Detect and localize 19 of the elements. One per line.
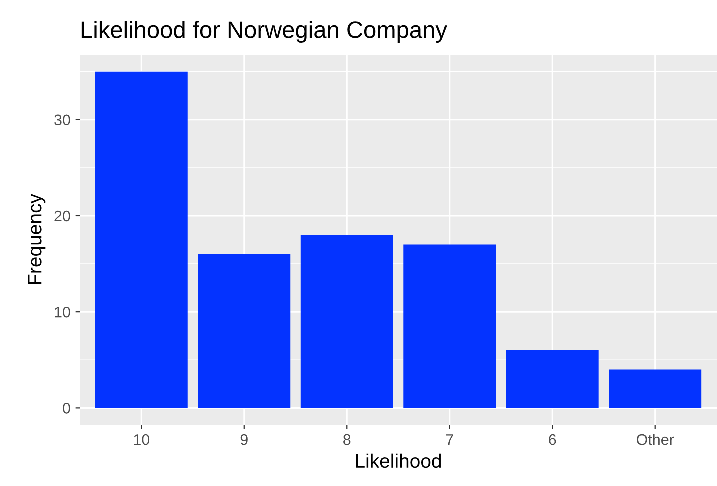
x-tick-label: 10 xyxy=(134,434,150,446)
x-axis-title: Likelihood xyxy=(356,454,442,468)
y-tick-label: 10 xyxy=(55,306,70,318)
x-tick-label: 9 xyxy=(240,434,248,446)
bar xyxy=(300,235,394,408)
chart-title: Likelihood for Norwegian Company xyxy=(82,20,448,44)
bar xyxy=(198,254,291,408)
x-tick-label: Other xyxy=(636,434,674,446)
y-tick-label: 20 xyxy=(54,210,70,222)
y-tick-label: 0 xyxy=(63,403,70,414)
x-tick-label: 8 xyxy=(344,434,351,446)
x-tick-label: 6 xyxy=(549,434,556,446)
bar xyxy=(404,244,496,408)
bar xyxy=(609,370,702,408)
bar xyxy=(506,350,599,408)
x-tick-label: 7 xyxy=(446,434,454,446)
y-tick-label: 30 xyxy=(54,114,70,126)
y-axis-title: Frequency xyxy=(28,194,46,284)
bar xyxy=(95,72,188,408)
